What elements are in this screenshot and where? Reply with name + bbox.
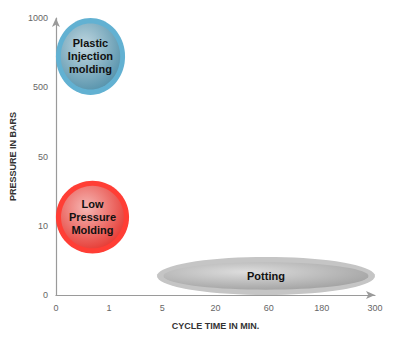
svg-text:60: 60: [264, 303, 274, 313]
svg-text:500: 500: [33, 82, 48, 92]
svg-text:0: 0: [53, 303, 58, 313]
svg-text:Molding: Molding: [71, 224, 113, 236]
svg-text:Plastic: Plastic: [73, 37, 108, 49]
svg-text:CYCLE TIME IN MIN.: CYCLE TIME IN MIN.: [172, 321, 260, 331]
svg-text:180: 180: [314, 303, 329, 313]
svg-text:molding: molding: [69, 63, 112, 75]
svg-text:20: 20: [210, 303, 220, 313]
svg-text:Pressure: Pressure: [69, 211, 116, 223]
svg-text:5: 5: [160, 303, 165, 313]
svg-text:Potting: Potting: [247, 270, 285, 282]
svg-text:Injection: Injection: [68, 50, 114, 62]
svg-text:PRESSURE IN BARS: PRESSURE IN BARS: [8, 112, 18, 201]
svg-text:Low: Low: [81, 198, 103, 210]
svg-text:10: 10: [38, 221, 48, 231]
svg-text:0: 0: [43, 290, 48, 300]
svg-text:1: 1: [107, 303, 112, 313]
svg-text:1000: 1000: [28, 13, 48, 23]
svg-text:50: 50: [38, 152, 48, 162]
svg-text:300: 300: [367, 303, 382, 313]
